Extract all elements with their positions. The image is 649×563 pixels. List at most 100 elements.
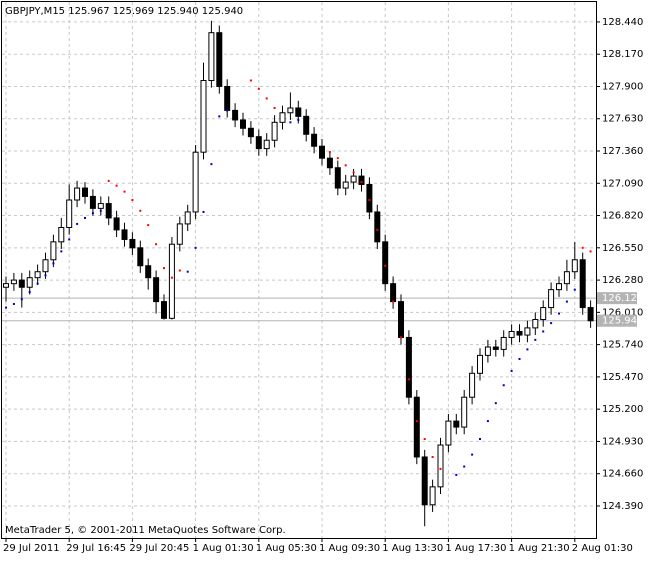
x-tick-label: 1 Aug 01:30 xyxy=(193,543,254,554)
candle-body xyxy=(461,396,468,428)
candle-body xyxy=(3,283,9,288)
y-tick-label: 128.170 xyxy=(602,49,643,60)
sar-dot xyxy=(273,106,276,109)
sar-dot xyxy=(5,306,7,309)
candle-body xyxy=(129,238,136,249)
candle-body xyxy=(105,203,112,219)
sar-dot xyxy=(392,300,395,303)
sar-dot xyxy=(573,288,576,291)
candle-body xyxy=(382,241,389,285)
candle-body xyxy=(500,336,507,350)
candle-body xyxy=(563,271,570,285)
sar-dot xyxy=(486,420,489,423)
y-tick-label: 124.390 xyxy=(602,501,643,512)
chart-title: GBPJPY,M15 125.967 125.969 125.940 125.9… xyxy=(5,6,243,17)
sar-dot xyxy=(20,298,23,301)
candle-body xyxy=(469,372,476,398)
candle-body xyxy=(326,157,333,169)
sar-dot xyxy=(249,79,252,82)
sar-dot xyxy=(534,338,537,341)
sar-dot xyxy=(123,190,126,193)
candle-body xyxy=(390,283,397,303)
sar-dot xyxy=(384,264,387,267)
sar-dot xyxy=(12,302,15,305)
sar-dot xyxy=(107,179,110,182)
candle-body xyxy=(405,336,412,398)
x-tick-label: 1 Aug 05:30 xyxy=(256,543,317,554)
candle-body xyxy=(319,145,325,159)
candle-body xyxy=(10,279,17,285)
sar-dot xyxy=(526,348,529,351)
candle-body xyxy=(240,119,246,129)
marks xyxy=(3,20,594,527)
sar-dot xyxy=(115,184,118,187)
price-label: 125.940 xyxy=(602,316,643,327)
candle-body xyxy=(58,226,65,243)
candle-body xyxy=(579,259,586,309)
candle-body xyxy=(453,420,460,428)
candle-body xyxy=(492,346,499,350)
x-tick-label: 29 Jul 20:45 xyxy=(129,543,189,554)
footer: MetaTrader 5, © 2001-2011 MetaQuotes Sof… xyxy=(5,525,286,536)
x-tick-label: 1 Aug 21:30 xyxy=(509,543,570,554)
sar-dot xyxy=(542,330,545,333)
sar-dot xyxy=(510,369,513,372)
candle-body xyxy=(311,133,318,147)
sar-dot xyxy=(589,250,592,253)
candle-body xyxy=(334,167,341,189)
candle-body xyxy=(445,420,452,446)
candle-body xyxy=(121,229,128,240)
sar-dot xyxy=(463,465,466,468)
price-label-box xyxy=(597,292,637,305)
candle-body xyxy=(508,330,515,338)
sar-dot xyxy=(218,115,221,118)
candle-body xyxy=(168,243,175,319)
sar-dot xyxy=(52,262,55,265)
candle-body xyxy=(192,151,199,213)
sar-dot xyxy=(360,181,363,184)
sar-dot xyxy=(210,163,213,166)
candle-body xyxy=(74,187,81,201)
candle-body xyxy=(26,277,33,288)
sar-dot xyxy=(178,269,181,272)
y-tick-label: 127.360 xyxy=(602,146,643,157)
sar-dot xyxy=(170,276,173,279)
candle-body xyxy=(358,175,365,185)
candle-body xyxy=(232,109,239,121)
candle-body xyxy=(571,259,578,273)
candle-body xyxy=(137,247,144,267)
candle-body xyxy=(342,181,349,189)
sar-dot xyxy=(415,420,418,423)
candle-body xyxy=(153,277,160,303)
sar-dot xyxy=(352,171,355,174)
candle-body xyxy=(66,199,73,228)
grid xyxy=(2,2,596,538)
candle-body xyxy=(18,279,25,288)
candle-body xyxy=(224,85,231,111)
candle-body xyxy=(184,211,191,225)
y-tick-label: 127.630 xyxy=(602,114,643,125)
sar-dot xyxy=(194,246,197,249)
candle-body xyxy=(279,112,286,123)
y-tick-label: 128.440 xyxy=(602,17,643,28)
sar-dot xyxy=(376,228,379,231)
y-tick-label: 125.740 xyxy=(602,340,643,351)
candle-body xyxy=(532,319,539,329)
sar-dot xyxy=(131,199,134,202)
y-tick-label: 124.660 xyxy=(602,469,643,480)
candle-body xyxy=(398,301,404,338)
candle-body xyxy=(287,107,294,114)
candle-body xyxy=(548,289,555,309)
y-tick-label: 126.820 xyxy=(602,211,643,222)
candle-body xyxy=(429,486,436,506)
sar-dot xyxy=(336,157,339,160)
candle-body xyxy=(366,183,373,213)
candle-body xyxy=(50,241,57,261)
y-tick-label: 126.280 xyxy=(602,275,643,286)
candle-body xyxy=(216,32,223,87)
x-tick-label: 29 Jul 16:45 xyxy=(66,543,126,554)
y-tick-label: 126.010 xyxy=(602,307,643,318)
sar-dot xyxy=(139,209,142,212)
sar-dot xyxy=(344,164,347,167)
candle-body xyxy=(97,203,104,209)
